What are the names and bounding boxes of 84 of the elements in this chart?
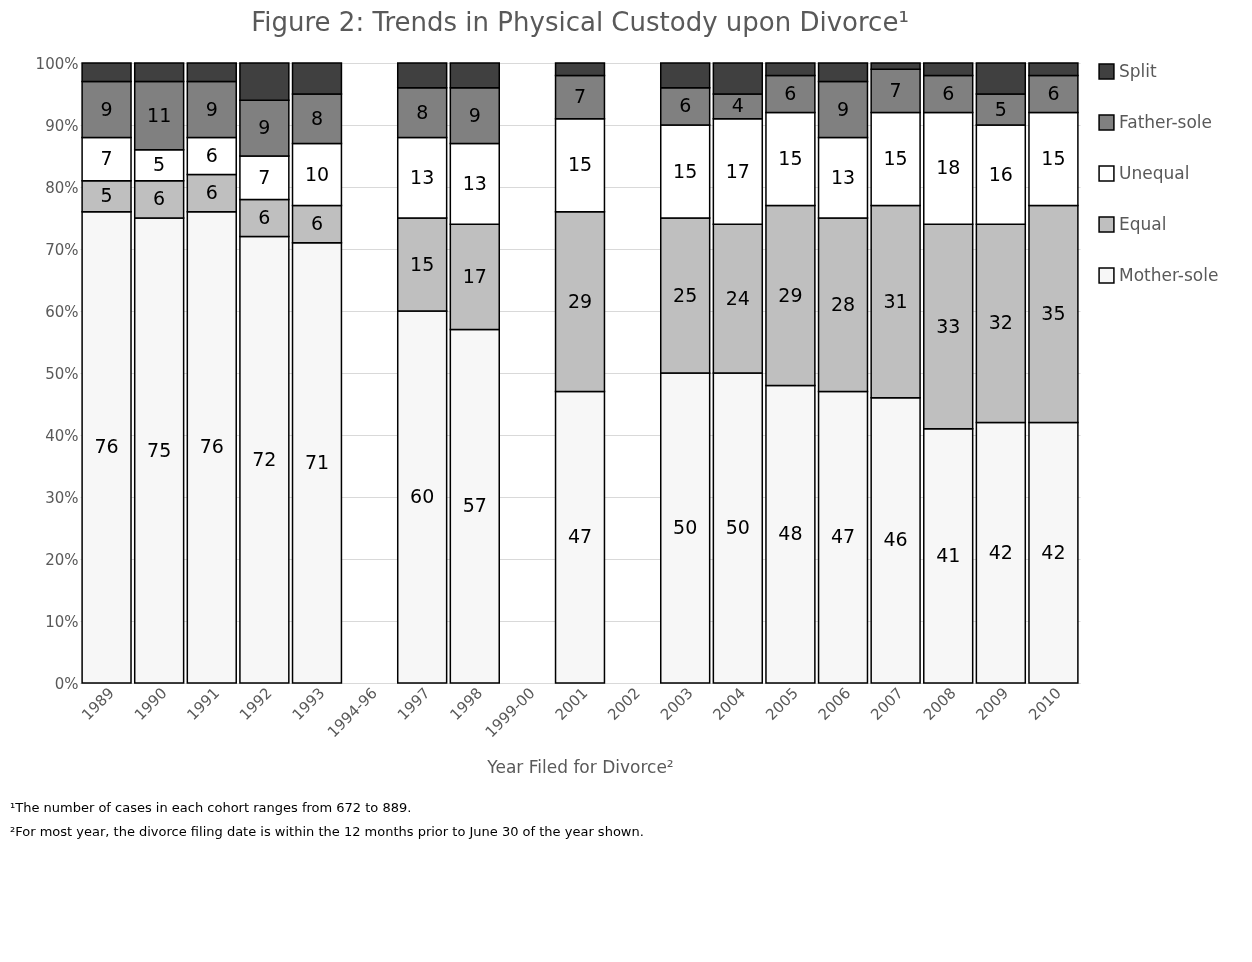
data-label: 76	[199, 435, 224, 458]
data-label: 24	[725, 286, 750, 309]
data-label: 29	[567, 289, 593, 312]
legend-label: Mother-sole	[1119, 264, 1219, 285]
data-label: 47	[830, 525, 856, 548]
data-label: 48	[778, 522, 803, 545]
data-label: 47	[567, 525, 593, 548]
data-label: 41	[936, 543, 961, 566]
data-label: 6	[258, 206, 271, 228]
data-label: 9	[100, 97, 113, 120]
data-label: 6	[679, 94, 692, 117]
y-tick-label: 100%	[35, 54, 79, 73]
data-label: 5	[994, 97, 1007, 120]
data-label: 9	[258, 116, 271, 139]
data-label: 7	[889, 78, 902, 101]
data-label: 31	[883, 289, 908, 312]
y-tick-label: 0%	[54, 674, 79, 693]
data-label: 9	[468, 103, 481, 126]
data-label: 17	[462, 264, 487, 287]
data-label: 76	[94, 435, 119, 458]
y-tick-label: 10%	[45, 612, 79, 631]
data-label: 57	[462, 494, 487, 517]
data-label: 33	[936, 314, 961, 337]
legend-label: Unequal	[1119, 162, 1190, 183]
data-label: 75	[147, 438, 172, 461]
x-axis-title: Year Filed for Divorce²	[486, 757, 674, 778]
y-tick-label: 20%	[45, 550, 79, 569]
data-label: 18	[936, 156, 961, 179]
data-label: 9	[836, 97, 850, 120]
data-label: 32	[988, 311, 1013, 334]
data-label: 6	[205, 181, 218, 204]
data-label: 15	[883, 147, 908, 170]
data-label: 5	[153, 153, 166, 176]
legend-label: Father-sole	[1119, 111, 1213, 132]
data-label: 71	[304, 450, 330, 473]
y-tick-label: 30%	[45, 488, 79, 507]
data-label: 15	[673, 159, 698, 182]
data-label: 6	[784, 82, 797, 104]
data-label: 7	[100, 147, 113, 170]
text: ¹The number of cases in each cohort ranges from 672 to 889.	[10, 800, 412, 815]
data-label: 7	[258, 165, 271, 188]
chart-title: Figure 2: Trends in Physical Custody upon Divorce¹	[251, 7, 909, 37]
data-label: 13	[830, 165, 856, 188]
legend-label: Equal	[1119, 213, 1167, 234]
legend-label: Split	[1119, 60, 1158, 81]
data-label: 29	[778, 283, 803, 306]
data-label: 10	[304, 162, 330, 185]
data-label: 46	[883, 528, 908, 551]
data-label: 35	[1041, 302, 1066, 325]
data-label: 6	[153, 187, 166, 210]
data-label: 11	[147, 103, 172, 126]
data-label: 15	[1041, 147, 1066, 170]
data-label: 16	[988, 162, 1013, 185]
data-label: 17	[725, 159, 750, 182]
data-label: 9	[205, 97, 218, 120]
y-tick-label: 50%	[45, 364, 79, 383]
data-label: 6	[1047, 82, 1060, 104]
data-label: 42	[1041, 540, 1066, 563]
data-label: 5	[100, 184, 113, 207]
y-tick-label: 40%	[45, 426, 79, 445]
y-tick-label: 70%	[45, 240, 79, 259]
data-label: 6	[942, 82, 955, 104]
data-label: 25	[673, 283, 698, 306]
y-tick-label: 60%	[45, 302, 79, 321]
y-tick-label: 80%	[45, 178, 79, 197]
text: ²For most year, the divorce filing date is within the 12 months prior to June 30 of the year shown.	[10, 824, 644, 839]
data-label: 15	[778, 147, 803, 170]
data-label: 50	[673, 516, 698, 538]
data-label: 13	[462, 171, 487, 194]
data-label: 50	[725, 516, 750, 538]
data-label: 28	[830, 292, 856, 315]
data-label: 4	[731, 94, 744, 117]
data-label: 8	[416, 100, 429, 123]
y-tick-label: 90%	[45, 116, 79, 135]
data-label: 8	[310, 106, 324, 129]
data-label: 7	[573, 85, 587, 108]
data-label: 6	[310, 212, 324, 235]
data-label: 72	[252, 447, 277, 470]
data-label: 15	[410, 252, 435, 275]
data-label: 6	[205, 144, 218, 166]
data-label: 13	[410, 165, 435, 188]
data-label: 60	[410, 485, 435, 507]
data-label: 15	[567, 153, 593, 176]
data-label: 42	[988, 540, 1013, 563]
